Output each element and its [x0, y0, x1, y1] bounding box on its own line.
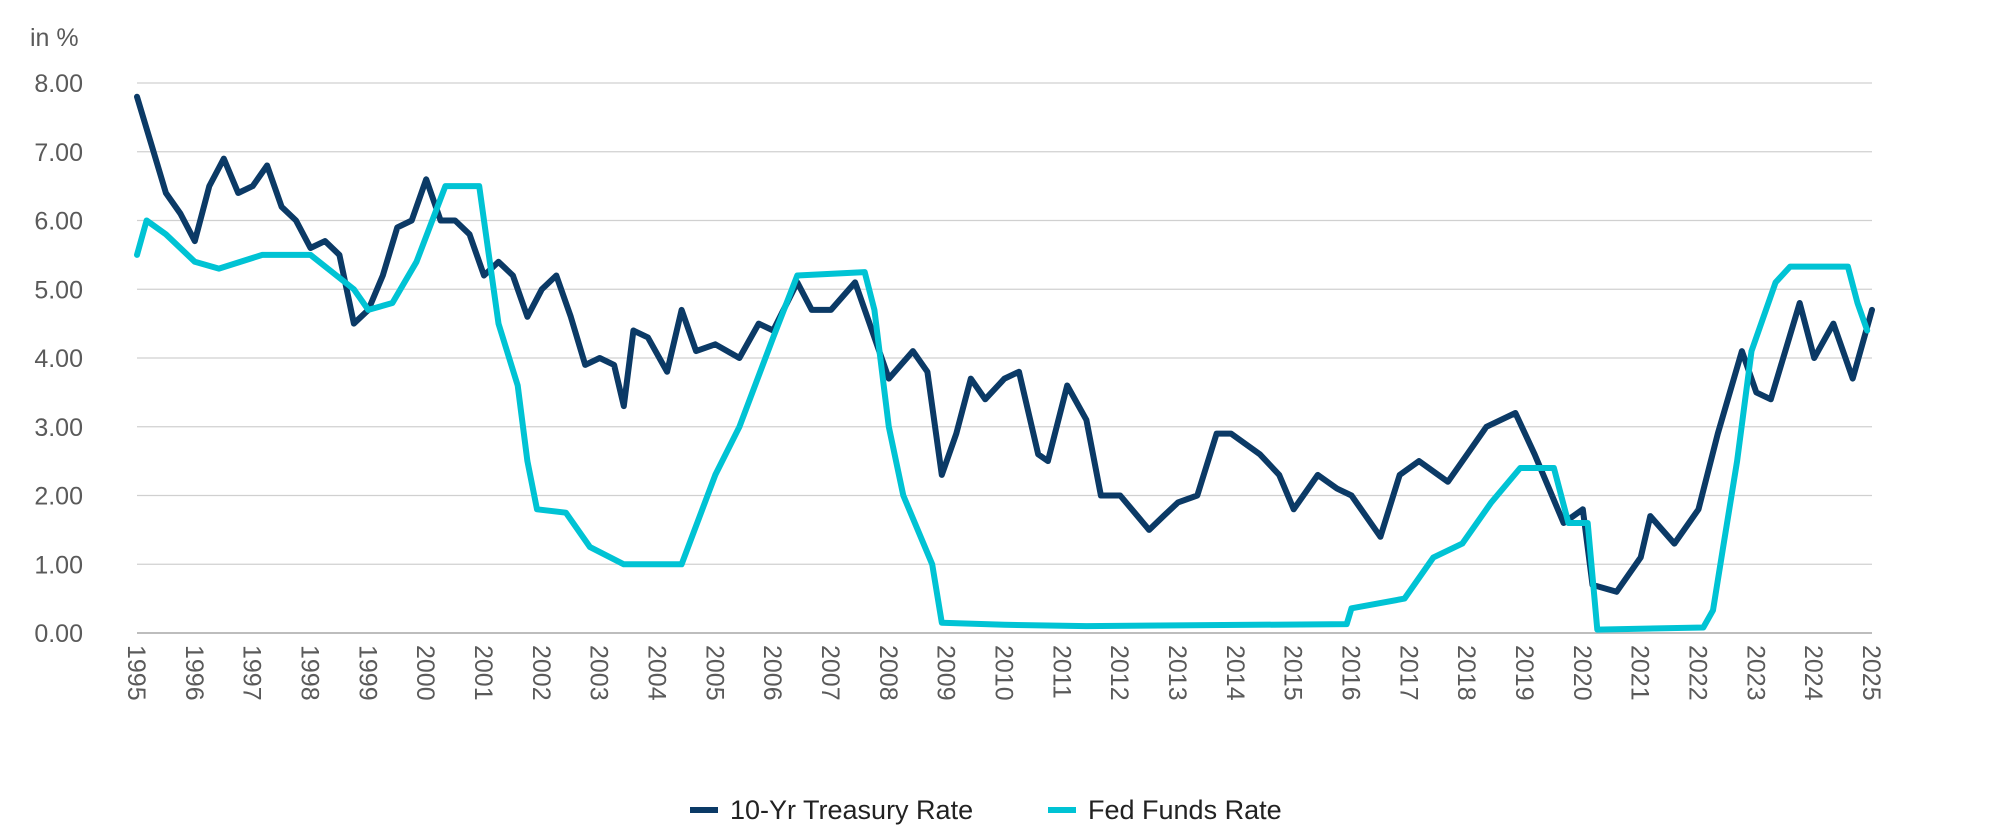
x-tick-label: 1999	[353, 645, 381, 701]
legend-label-treasury: 10-Yr Treasury Rate	[730, 795, 973, 825]
x-tick-label: 2005	[700, 645, 728, 701]
x-tick-label: 2016	[1337, 645, 1365, 701]
x-tick-label: 2019	[1510, 645, 1538, 701]
x-tick-label: 1995	[122, 645, 150, 701]
y-tick-label: 5.00	[34, 276, 83, 304]
y-tick-label: 8.00	[34, 70, 83, 98]
x-tick-label: 2022	[1684, 645, 1712, 701]
legend: 10-Yr Treasury Rate Fed Funds Rate	[690, 795, 1282, 825]
x-tick-label: 2017	[1394, 645, 1422, 701]
legend-label-fed-funds: Fed Funds Rate	[1088, 795, 1282, 825]
x-tick-label: 2001	[469, 645, 497, 701]
x-tick-label: 2021	[1626, 645, 1654, 701]
x-tick-label: 2020	[1568, 645, 1596, 701]
x-tick-label: 2011	[1047, 645, 1075, 699]
x-tick-label: 2006	[758, 645, 786, 701]
x-tick-label: 2009	[932, 645, 960, 701]
x-tick-label: 2002	[527, 645, 555, 701]
x-tick-label: 2025	[1857, 645, 1885, 701]
x-tick-label: 2013	[1163, 645, 1191, 701]
x-tick-label: 2023	[1741, 645, 1769, 701]
y-tick-label: 1.00	[34, 551, 83, 579]
x-tick-label: 2018	[1452, 645, 1480, 701]
y-tick-label: 0.00	[34, 620, 83, 648]
fed-funds-rate-line	[134, 183, 1871, 633]
x-tick-label: 2007	[816, 645, 844, 701]
y-tick-label: 4.00	[34, 345, 83, 373]
y-tick-label: 6.00	[34, 208, 83, 236]
series-lines	[134, 93, 1875, 633]
x-tick-label: 1998	[296, 645, 324, 701]
x-tick-label: 1996	[180, 645, 208, 701]
x-axis-ticks: 1995 1996 1997 1998 1999 2000 2001 2002 2003 2004…	[122, 645, 1885, 701]
y-tick-label: 3.00	[34, 414, 83, 442]
y-tick-label: 7.00	[34, 139, 83, 167]
x-tick-label: 2008	[874, 645, 902, 701]
y-tick-label: 2.00	[34, 483, 83, 511]
y-axis-label: in %	[30, 24, 79, 52]
x-tick-label: 2004	[643, 645, 671, 701]
x-tick-label: 2000	[411, 645, 439, 701]
x-tick-label: 2014	[1221, 645, 1249, 701]
x-tick-label: 2010	[990, 645, 1018, 701]
x-tick-label: 2012	[1105, 645, 1133, 701]
gridlines	[137, 82, 1872, 634]
y-axis-ticks: 0.00 1.00 2.00 3.00 4.00 5.00 6.00 7.00 8.00	[34, 70, 83, 648]
x-tick-label: 1997	[238, 645, 266, 701]
x-tick-label: 2015	[1279, 645, 1307, 701]
x-tick-label: 2024	[1799, 645, 1827, 701]
x-tick-label: 2003	[585, 645, 613, 701]
treasury-rate-line	[134, 93, 1875, 595]
